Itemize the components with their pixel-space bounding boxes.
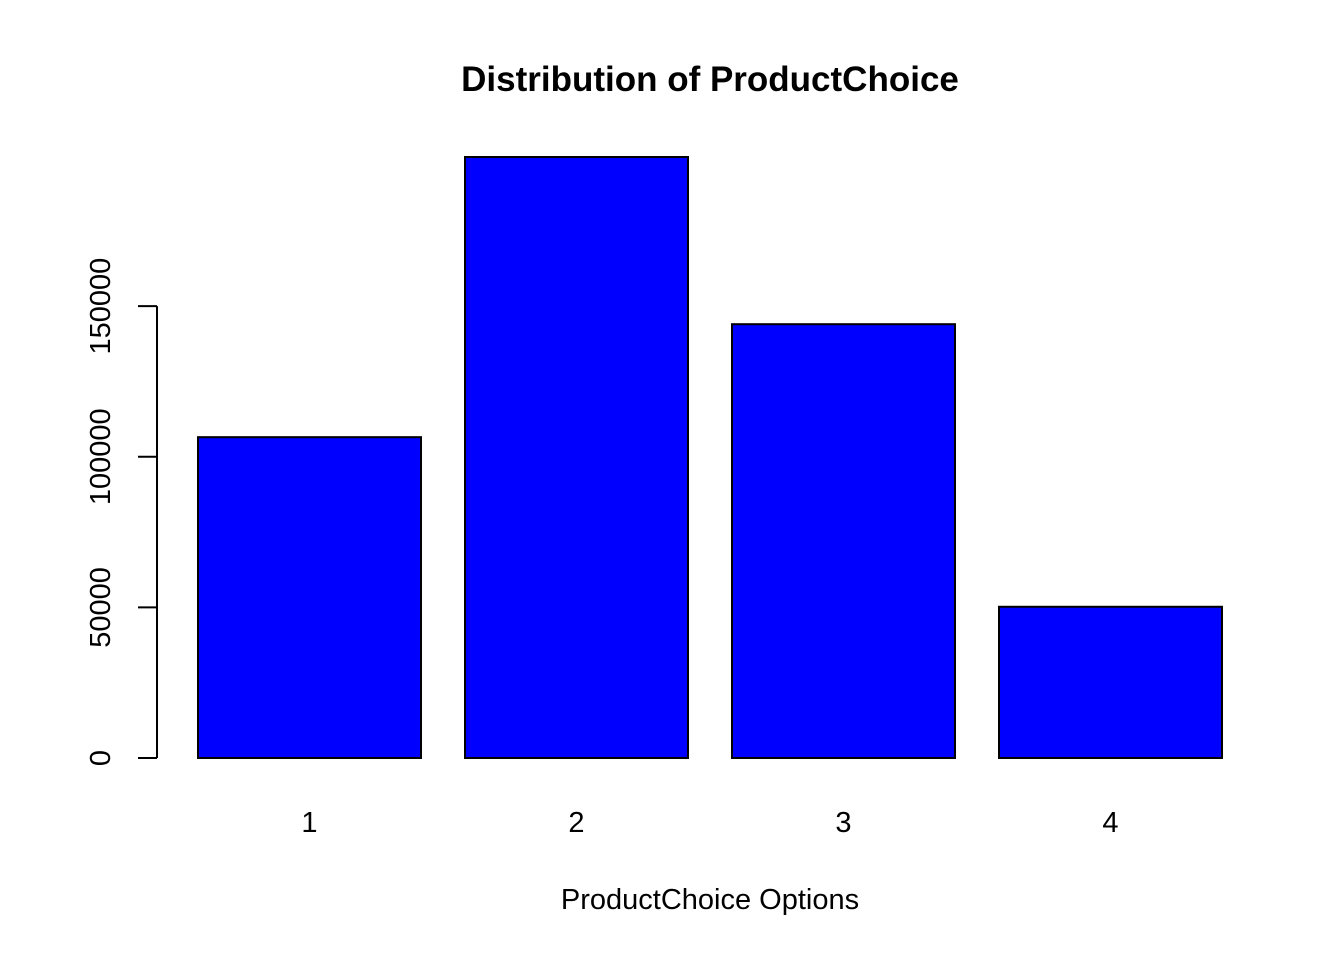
bar-1 [197,436,422,759]
y-tick-label: 50000 [85,567,117,648]
bars-group [197,156,1223,760]
bar-3 [731,323,956,759]
bar-4 [998,605,1223,760]
x-tick-label: 1 [301,807,317,839]
bar-2 [464,156,689,759]
y-tick-label: 0 [85,750,117,766]
x-tick-label: 3 [835,807,851,839]
x-tick-label: 2 [568,807,584,839]
x-axis-label: ProductChoice Options [561,884,859,916]
y-axis: 0 50000 100000 150000 [85,258,158,766]
y-tick-label: 150000 [85,258,117,355]
x-tick-label: 4 [1102,807,1118,839]
x-axis: 1 2 3 4 [301,807,1118,839]
chart-title: Distribution of ProductChoice [461,60,959,99]
y-tick-label: 100000 [85,408,117,505]
